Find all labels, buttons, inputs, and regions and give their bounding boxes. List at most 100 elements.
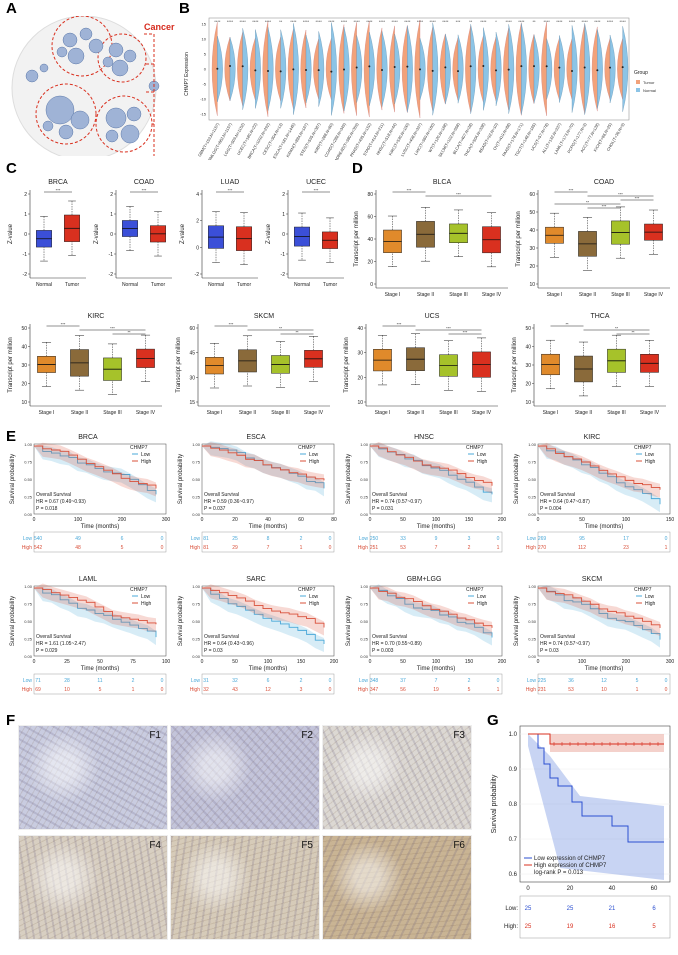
violin-sig: * (495, 19, 497, 24)
km-risk-value: 0 (161, 678, 164, 684)
km-xtick: 100 (578, 659, 587, 665)
ytick: 20 (525, 382, 531, 388)
legend-normal-swatch (636, 88, 640, 92)
ihc-image-f1: F1 (18, 725, 168, 830)
km-legend-high: High (309, 459, 320, 465)
km-risk-label: High (190, 687, 201, 693)
violin-sig: **** (620, 19, 627, 24)
km-ytick: 0.00 (192, 512, 201, 517)
violin-normal-half (571, 25, 578, 113)
km-risk-value: 8 (267, 536, 270, 542)
boxplot-title: UCEC (306, 179, 326, 186)
group-label: Stage II (239, 410, 256, 416)
km-ci-high (370, 585, 492, 636)
km-title: SKCM (582, 576, 602, 583)
group-label: Stage I (385, 292, 401, 298)
violin-sig: **** (316, 19, 323, 24)
km-risk-table (537, 531, 671, 553)
km-ytick: 0.75 (24, 460, 33, 465)
ihc-image-f6: F6 (322, 835, 472, 940)
km-ytick: 0.25 (24, 495, 33, 500)
sig-marker: ** (631, 330, 635, 335)
km-risk-value: 0 (665, 687, 668, 693)
violin-normal-half (597, 29, 603, 109)
km-xlabel: Time (months) (81, 666, 119, 672)
km-risk-value: 269 (538, 536, 547, 542)
km-curve-high (202, 587, 325, 628)
km-risk-value: 53 (568, 687, 574, 693)
ihc-label: F5 (301, 840, 313, 851)
km-ytick: 0.00 (360, 654, 369, 659)
boxplot-blca: BLCA 80 60 40 20 0 Transcript per million Stage… (354, 179, 508, 298)
sig-marker: *** (456, 192, 461, 197)
km-xtick: 150 (465, 659, 474, 665)
violin-median (406, 65, 409, 68)
ytick: 0 (24, 232, 27, 238)
km-legend-low: Low (309, 452, 319, 458)
km-ytick: 1.00 (360, 584, 369, 589)
g-risk-value: 25 (525, 906, 532, 912)
violin-normal-half (584, 23, 591, 115)
ytick: -2 (23, 272, 28, 278)
km-risk-table (369, 531, 503, 553)
violin-tumor-half (325, 38, 332, 100)
g-ytick: 1.0 (509, 732, 518, 738)
km-ytick: 0.00 (24, 512, 33, 517)
km-risk-value: 0 (665, 536, 668, 542)
group-label: Stage III (103, 410, 122, 416)
km-ytick: 1.00 (360, 442, 369, 447)
violin-ytick: -15 (200, 112, 207, 117)
ytick: 1 (110, 212, 113, 218)
cancer-label: Cancer (144, 22, 175, 32)
violin-median (482, 65, 485, 68)
boxplot-title: BLCA (433, 179, 452, 186)
violin-tumor-half (275, 36, 281, 102)
km-risk-value: 95 (579, 536, 585, 542)
violin-normal-half (445, 33, 451, 105)
km-risk-table (33, 531, 167, 553)
km-xtick: 200 (622, 659, 631, 665)
km-risk-label: Low (191, 678, 201, 684)
km-xtick: 150 (666, 517, 675, 523)
km-xtick: 0 (201, 517, 204, 523)
km-legend-low: Low (645, 594, 655, 600)
km-risk-value: 5 (468, 687, 471, 693)
violin-sig: **** (290, 19, 297, 24)
km-risk-label: Low (527, 678, 537, 684)
g-risk-value: 5 (652, 924, 656, 930)
km-xtick: 0 (537, 659, 540, 665)
km-ytick: 1.00 (192, 584, 201, 589)
violin-sig: **** (240, 19, 247, 24)
panel-label-g: G (487, 712, 499, 729)
ytick: 80 (367, 192, 373, 198)
km-legend-title: CHMP7 (634, 445, 652, 451)
violin-normal-half (407, 25, 413, 113)
violin-median (583, 66, 586, 69)
km-p: P = 0.018 (36, 506, 58, 512)
violin-normal-half (622, 26, 629, 112)
violin-tumor-half (604, 38, 611, 100)
km-hr: HR = 0.64 (0.47~0.87) (540, 499, 590, 505)
km-curve-high (202, 445, 325, 481)
violin-tumor-half (389, 25, 395, 113)
violin-median (229, 65, 231, 68)
g-risk-label: Low: (505, 906, 518, 912)
km-risk-value: 112 (578, 545, 586, 551)
violin-normal-half (280, 29, 287, 109)
g-risk-label: High: (504, 924, 518, 930)
violin-normal-half (419, 38, 426, 100)
ytick: 50 (529, 210, 535, 216)
group-label: Stage I (547, 292, 563, 298)
km-risk-value: 7 (435, 678, 438, 684)
km-risk-value: 32 (232, 678, 238, 684)
km-risk-label: High (358, 687, 369, 693)
km-risk-value: 2 (468, 545, 471, 551)
ytick: 30 (21, 363, 27, 369)
km-risk-label: Low (23, 678, 33, 684)
km-title: SARC (246, 576, 265, 583)
boxplot-kirc: KIRC 50 40 30 20 10 Transcript per million Stag… (8, 313, 162, 416)
violin-sig: **** (341, 19, 348, 24)
